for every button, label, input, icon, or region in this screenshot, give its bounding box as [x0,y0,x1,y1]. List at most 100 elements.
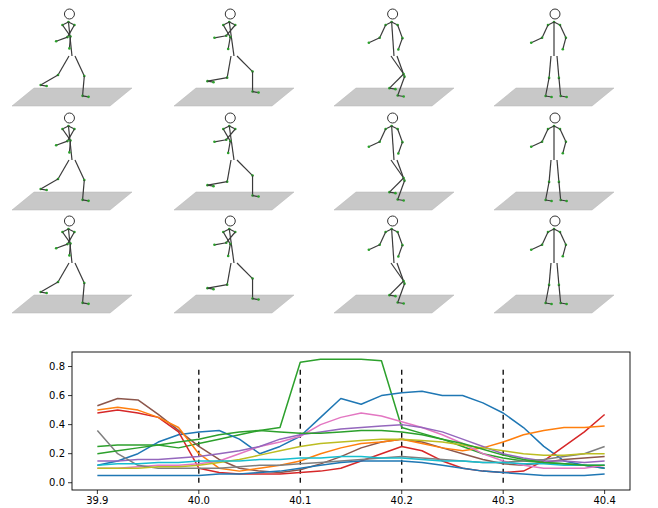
joint [87,303,90,306]
floor [334,295,454,313]
joint [55,247,58,250]
joint [213,244,216,247]
joint [550,96,553,99]
joint [212,185,215,188]
bone [75,263,84,283]
bone [226,129,235,140]
joint [402,302,405,305]
joint [530,248,533,251]
bone [214,243,226,245]
bone [237,263,253,279]
joint [212,288,215,291]
joint [68,47,71,50]
joint [212,81,215,84]
bone [58,160,69,179]
bone [398,129,403,142]
bone [560,129,566,142]
bone [62,232,70,243]
bone [391,160,404,178]
bone [227,56,231,78]
floor [334,88,454,106]
bone [62,25,70,36]
joint [530,41,533,44]
bone [398,142,402,153]
skeleton-panel [334,9,454,106]
x-tick-label: 40.4 [594,495,616,506]
bone [559,78,561,96]
floor [334,192,454,210]
joint [87,200,90,203]
bone [557,56,559,78]
head [550,9,560,19]
x-tick-label: 40.2 [391,495,413,506]
bone [391,56,404,74]
x-tick [300,490,301,494]
head [64,113,74,123]
bone [542,129,548,142]
joint [394,88,397,91]
bone [228,37,230,49]
bone [398,245,402,256]
bone [56,141,67,145]
bone [214,140,226,142]
bone [563,245,566,257]
bone [369,245,380,250]
bone [380,129,386,142]
head [225,113,235,123]
joint [87,96,90,99]
floor [494,88,614,106]
bone [83,76,85,96]
bone [549,56,551,78]
skeleton-panel [174,216,294,313]
floor [12,295,132,313]
y-tick-label: 0.2 [49,448,65,459]
skeleton-panel [12,113,132,210]
bone [226,232,235,243]
bone [41,282,58,292]
series-line [97,391,604,468]
y-tick [68,366,72,367]
bone [223,232,230,244]
bone [560,232,566,245]
joint [397,48,400,51]
bone [553,22,554,56]
bone [227,160,231,182]
bone [69,36,70,48]
series-line [97,430,604,468]
joint [397,255,400,258]
joint [562,152,565,155]
head [550,113,560,123]
bone [67,129,74,141]
joint [45,189,48,192]
head [388,113,398,123]
bone [68,22,72,56]
joint [45,85,48,88]
x-tick-label: 40.3 [492,495,514,506]
x-tick [198,490,199,494]
x-tick [503,490,504,494]
joint [55,144,58,147]
bone [75,160,84,180]
floor [494,192,614,210]
bone [69,140,70,152]
bone [67,232,74,244]
head [64,216,74,226]
floor [174,192,294,210]
bone [542,232,548,245]
bone [207,285,227,288]
joint [68,254,71,257]
bone [75,56,84,76]
x-tick-label: 39.9 [86,495,108,506]
joint [227,48,230,51]
bone [223,25,230,37]
bone [389,74,403,88]
joint [565,303,568,306]
joint [45,292,48,295]
joint [368,248,371,251]
joint [257,195,260,198]
bone [226,25,235,36]
bone [83,180,85,200]
y-tick-label: 0.0 [49,477,65,488]
y-tick [68,453,72,454]
joint [213,37,216,40]
